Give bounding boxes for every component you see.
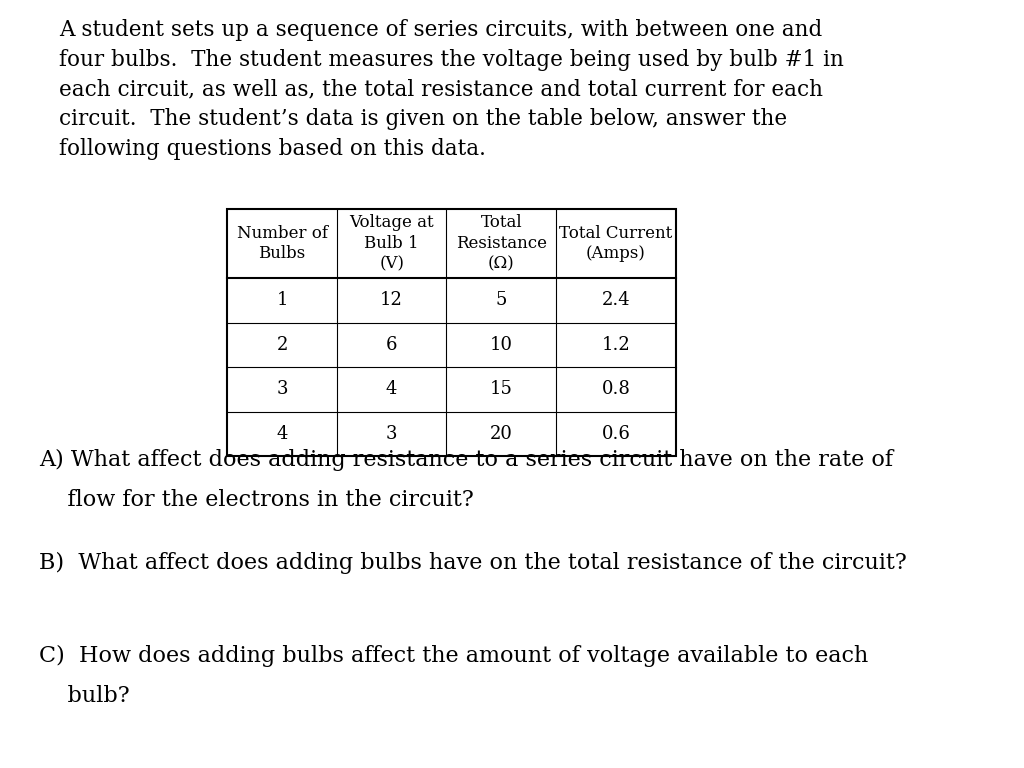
- Text: 1: 1: [276, 291, 288, 310]
- Text: 2: 2: [276, 336, 288, 354]
- Text: 4: 4: [276, 425, 288, 443]
- Text: 15: 15: [489, 380, 513, 399]
- Text: 4: 4: [386, 380, 397, 399]
- Text: Voltage at
Bulb 1
(V): Voltage at Bulb 1 (V): [349, 214, 434, 273]
- Text: A) What affect does adding resistance to a series circuit have on the rate of: A) What affect does adding resistance to…: [39, 449, 893, 472]
- Text: 1.2: 1.2: [601, 336, 631, 354]
- Text: 20: 20: [489, 425, 513, 443]
- Text: 0.8: 0.8: [601, 380, 631, 399]
- Text: C)  How does adding bulbs affect the amount of voltage available to each: C) How does adding bulbs affect the amou…: [39, 645, 868, 667]
- Text: 6: 6: [386, 336, 397, 354]
- Text: 5: 5: [496, 291, 507, 310]
- Text: 3: 3: [386, 425, 397, 443]
- Text: flow for the electrons in the circuit?: flow for the electrons in the circuit?: [39, 489, 474, 511]
- Bar: [227, 209, 676, 456]
- Text: 0.6: 0.6: [601, 425, 631, 443]
- Text: 10: 10: [489, 336, 513, 354]
- Text: 12: 12: [380, 291, 403, 310]
- Text: Number of
Bulbs: Number of Bulbs: [237, 224, 328, 263]
- Text: Total
Resistance
(Ω): Total Resistance (Ω): [456, 214, 547, 273]
- Text: A student sets up a sequence of series circuits, with between one and
four bulbs: A student sets up a sequence of series c…: [59, 19, 844, 160]
- Text: bulb?: bulb?: [39, 685, 130, 707]
- Text: 2.4: 2.4: [602, 291, 630, 310]
- Text: B)  What affect does adding bulbs have on the total resistance of the circuit?: B) What affect does adding bulbs have on…: [39, 551, 906, 574]
- Text: 3: 3: [276, 380, 288, 399]
- Text: Total Current
(Amps): Total Current (Amps): [559, 224, 673, 263]
